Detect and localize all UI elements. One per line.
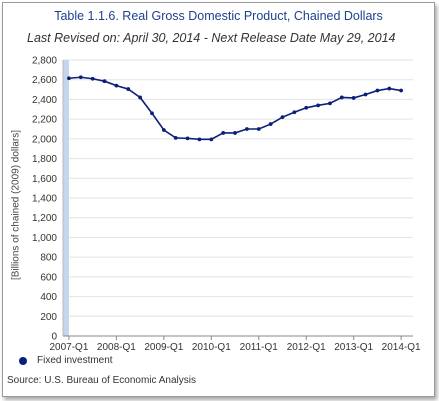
y-tick-label: 200 <box>40 312 57 323</box>
x-tick-label: 2008-Q1 <box>97 342 136 353</box>
data-point <box>328 101 332 106</box>
y-tick-label: 1,200 <box>32 213 57 224</box>
highlight-band <box>63 60 69 336</box>
data-point <box>197 137 202 142</box>
data-point <box>351 96 356 100</box>
data-point <box>304 105 309 110</box>
y-tick-label: 2,600 <box>32 75 57 86</box>
data-point <box>233 131 237 135</box>
line-chart: 0 200 400 600 800 1,000 1,200 1,400 1,600 1,800 2,… <box>32 56 421 354</box>
data-point <box>221 131 226 135</box>
legend-label: Fixed investment <box>37 355 113 366</box>
series-fixed-investment <box>67 75 404 142</box>
y-tick-label: 2,800 <box>32 56 57 67</box>
y-tick-label: 1,400 <box>32 194 57 205</box>
y-tick-label: 800 <box>40 253 57 264</box>
chart-subtitle: Last Revised on: April 30, 2014 - Next R… <box>27 31 396 45</box>
y-tick-label: 1,600 <box>32 174 57 185</box>
x-tick-label: 2013-Q1 <box>334 342 373 353</box>
data-point <box>244 127 249 131</box>
x-tick-label: 2010-Q1 <box>192 342 231 353</box>
data-point <box>90 76 95 81</box>
data-point <box>256 127 261 131</box>
data-point <box>339 95 344 100</box>
data-point <box>209 137 214 142</box>
data-point <box>114 83 119 88</box>
y-tick-label: 400 <box>40 292 57 303</box>
data-point <box>126 87 131 91</box>
data-point <box>375 88 380 93</box>
data-point <box>67 76 71 81</box>
chart-frame: Table 1.1.6. Real Gross Domestic Product… <box>2 2 435 397</box>
y-tick-label: 1,000 <box>32 233 57 244</box>
data-point <box>292 110 297 115</box>
source-note: Source: U.S. Bureau of Economic Analysis <box>7 375 196 386</box>
legend[interactable]: Fixed investment <box>19 355 113 366</box>
x-tick-labels: 2007-Q1 2008-Q1 2009-Q1 2010-Q1 2011-Q1 2012-… <box>49 336 421 353</box>
x-tick-label: 2014-Q1 <box>382 342 421 353</box>
x-tick-label: 2007-Q1 <box>49 342 88 353</box>
y-tick-label: 600 <box>40 272 57 283</box>
y-tick-label: 1,800 <box>32 154 57 165</box>
data-point <box>173 135 178 140</box>
x-tick-label: 2011-Q1 <box>240 342 279 353</box>
y-tick-label: 2,000 <box>32 134 57 145</box>
data-point <box>185 136 190 141</box>
data-point <box>138 95 143 100</box>
y-tick-label: 2,200 <box>32 115 57 126</box>
data-point <box>78 75 83 80</box>
y-tick-label: 2,400 <box>32 95 57 106</box>
data-point <box>316 103 320 108</box>
x-tick-label: 2012-Q1 <box>287 342 326 353</box>
series-line <box>68 76 402 141</box>
data-point <box>387 86 392 91</box>
chart-title: Table 1.1.6. Real Gross Domestic Product… <box>54 9 383 23</box>
data-point <box>399 88 404 93</box>
data-point <box>363 92 368 97</box>
data-point <box>280 115 285 120</box>
legend-marker <box>19 356 27 365</box>
x-tick-label: 2009-Q1 <box>144 342 183 353</box>
data-point <box>150 111 154 116</box>
data-point <box>161 128 166 132</box>
data-point <box>102 79 107 84</box>
grid-lines <box>63 59 413 337</box>
y-tick-label: 0 <box>51 332 57 343</box>
y-tick-labels: 0 200 400 600 800 1,000 1,200 1,400 1,600 1,800 2,… <box>32 56 57 343</box>
axes <box>62 60 413 337</box>
data-point <box>268 122 273 126</box>
